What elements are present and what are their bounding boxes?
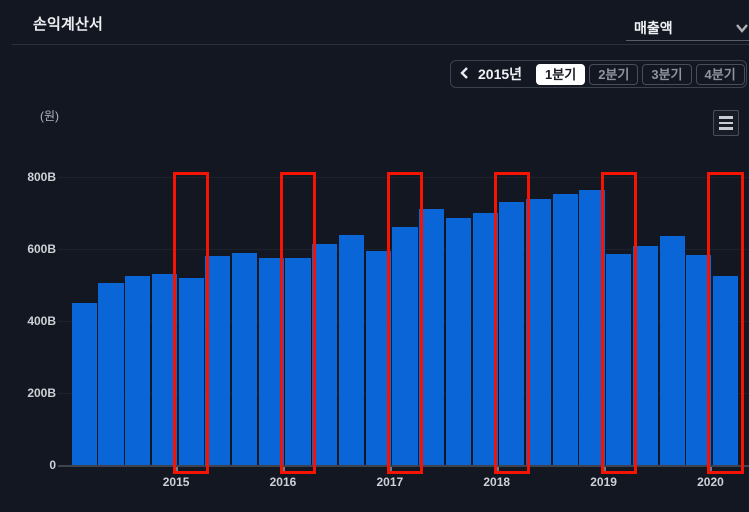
q1-highlight-box-2016 bbox=[279, 172, 317, 474]
bar-2014-Q1[interactable] bbox=[71, 303, 97, 465]
chart-menu-button[interactable] bbox=[713, 110, 739, 136]
q1-highlight-box-2015 bbox=[172, 172, 210, 474]
bar-2018-Q1[interactable] bbox=[499, 202, 525, 465]
x-axis-tick bbox=[389, 467, 392, 472]
period-selector: 2015년 1분기 2분기 3분기 4분기 bbox=[450, 60, 747, 88]
x-axis-year-label: 2019 bbox=[590, 475, 617, 489]
y-axis-unit-label: (원) bbox=[40, 109, 60, 123]
x-axis-year-label: 2015 bbox=[162, 475, 190, 489]
page-title: 손익계산서 bbox=[33, 16, 104, 33]
y-axis-tick-label: 0 bbox=[49, 458, 56, 472]
bar-2014-Q2[interactable] bbox=[98, 283, 124, 465]
tab-quarter-3[interactable]: 3분기 bbox=[642, 63, 692, 85]
bar-2017-Q4[interactable] bbox=[472, 213, 498, 465]
x-axis-year-label: 2017 bbox=[376, 475, 404, 489]
q1-highlight-box-2019 bbox=[600, 172, 637, 474]
bar-2015-Q1[interactable] bbox=[178, 278, 204, 465]
bar-2019-Q1[interactable] bbox=[606, 254, 632, 465]
bar-2015-Q3[interactable] bbox=[232, 253, 258, 465]
x-axis-tick bbox=[176, 467, 179, 472]
bar-2017-Q3[interactable] bbox=[445, 218, 471, 465]
bar-2015-Q2[interactable] bbox=[205, 256, 231, 465]
metric-dropdown-value: 매출액 bbox=[634, 20, 673, 36]
x-axis-tick bbox=[496, 467, 499, 472]
bar-2016-Q2[interactable] bbox=[312, 244, 338, 465]
bar-2014-Q3[interactable] bbox=[125, 276, 151, 465]
y-axis-tick-label: 600B bbox=[27, 242, 56, 256]
y-axis-tick-label: 800B bbox=[27, 170, 56, 184]
x-axis-tick bbox=[710, 467, 713, 472]
x-axis-line bbox=[58, 465, 749, 467]
bar-2019-Q3[interactable] bbox=[659, 236, 685, 465]
metric-dropdown-underline bbox=[626, 40, 749, 41]
x-axis-year-label: 2020 bbox=[697, 475, 724, 489]
bar-2015-Q4[interactable] bbox=[258, 258, 284, 465]
x-axis-year-label: 2016 bbox=[269, 475, 297, 489]
x-axis-year-label: 2018 bbox=[483, 475, 511, 489]
bar-2017-Q1[interactable] bbox=[392, 227, 418, 465]
bar-2018-Q3[interactable] bbox=[552, 194, 578, 465]
bar-2018-Q4[interactable] bbox=[579, 190, 605, 465]
metric-dropdown[interactable]: 매출액 bbox=[626, 16, 749, 40]
bar-2016-Q1[interactable] bbox=[285, 258, 311, 465]
bar-2020-Q1[interactable] bbox=[712, 276, 739, 465]
q1-highlight-box-2018 bbox=[493, 172, 530, 474]
bar-2017-Q2[interactable] bbox=[419, 209, 445, 465]
gridline bbox=[58, 177, 749, 178]
chevron-left-icon bbox=[460, 66, 469, 83]
y-axis-tick-label: 400B bbox=[27, 314, 56, 328]
bar-2016-Q4[interactable] bbox=[365, 251, 391, 465]
tab-quarter-1[interactable]: 1분기 bbox=[536, 63, 586, 85]
bar-2019-Q2[interactable] bbox=[632, 246, 658, 465]
bar-2018-Q2[interactable] bbox=[525, 199, 552, 465]
tab-quarter-2[interactable]: 2분기 bbox=[589, 63, 639, 85]
selected-year-label: 2015년 bbox=[478, 66, 523, 82]
bar-2014-Q4[interactable] bbox=[151, 274, 178, 465]
q1-highlight-box-2017 bbox=[386, 172, 424, 474]
header-divider bbox=[12, 44, 749, 45]
x-axis-tick bbox=[282, 467, 285, 472]
x-axis-tick bbox=[603, 467, 606, 472]
bar-2019-Q4[interactable] bbox=[686, 255, 712, 465]
bar-2016-Q3[interactable] bbox=[338, 235, 365, 465]
y-axis-tick-label: 200B bbox=[27, 386, 56, 400]
chevron-down-icon bbox=[735, 23, 749, 33]
q1-highlight-box-2020 bbox=[707, 172, 744, 474]
previous-year-button[interactable] bbox=[460, 64, 469, 84]
tab-quarter-4[interactable]: 4분기 bbox=[695, 63, 745, 85]
